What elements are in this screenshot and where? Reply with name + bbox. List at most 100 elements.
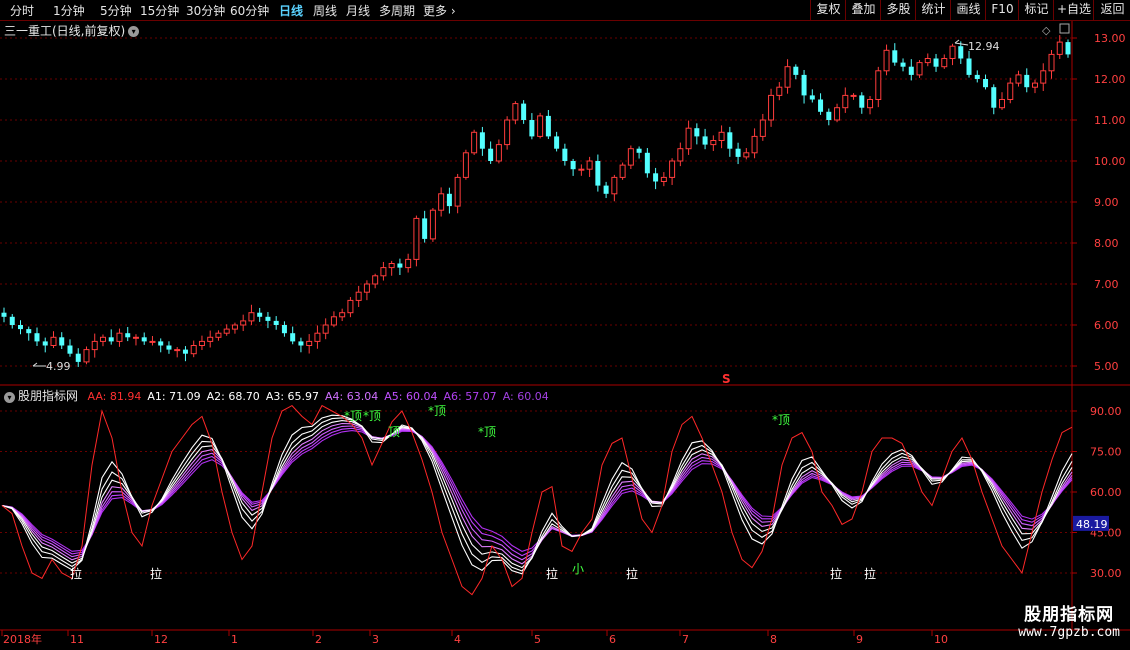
candle: [223, 324, 230, 336]
candle: [273, 316, 279, 330]
s-marker: S: [722, 372, 731, 386]
stock-title[interactable]: 三一重工(日线,前复权) ▾: [4, 22, 140, 39]
candle: [42, 337, 48, 353]
candle: [545, 110, 551, 139]
candle: [265, 312, 271, 329]
candle: [488, 141, 494, 164]
candle: [83, 346, 90, 365]
price-tick-label: 13.00: [1094, 32, 1126, 45]
candle: [207, 330, 214, 348]
candle: [784, 59, 791, 94]
candle: [91, 333, 98, 358]
indicator-tick-label: 90.00: [1090, 405, 1122, 418]
toolbar-button-2[interactable]: 多股: [880, 0, 916, 20]
toolbar-button-8[interactable]: 返回: [1093, 0, 1130, 20]
indicator-tick-label: 45.00: [1090, 527, 1122, 540]
period-tab-9[interactable]: 多周期: [379, 4, 416, 18]
indicator-grid: [0, 410, 1072, 574]
candle: [116, 328, 123, 347]
period-tab-6[interactable]: 日线: [279, 4, 304, 18]
period-tab-4[interactable]: 30分钟: [186, 4, 226, 18]
period-tab-7[interactable]: 周线: [313, 4, 338, 18]
signal-top-label: *顶: [478, 425, 496, 439]
chevron-down-icon[interactable]: ▾: [128, 26, 140, 37]
candle: [537, 112, 544, 139]
candle: [636, 146, 642, 159]
signal-top-label: *顶: [344, 409, 362, 423]
candle: [512, 101, 519, 125]
signal-top-label: 小: [572, 562, 584, 576]
candle: [677, 142, 684, 167]
candle: [710, 135, 717, 151]
candle: [1024, 68, 1030, 93]
current-value-label: 48.19: [1076, 518, 1108, 531]
toolbar-button-0[interactable]: 复权: [810, 0, 846, 20]
date-tick-label: 6: [609, 633, 616, 646]
candle: [1, 307, 7, 323]
toolbar-button-1[interactable]: 叠加: [845, 0, 881, 20]
indicator-tick-label: 30.00: [1090, 567, 1122, 580]
candle: [125, 327, 131, 342]
period-tab-1[interactable]: 1分钟: [53, 4, 85, 18]
candle: [521, 100, 527, 124]
candle: [702, 128, 708, 150]
indicator-line-3: [1, 420, 1073, 569]
candle: [611, 174, 618, 202]
candle: [1065, 39, 1071, 58]
candle: [479, 126, 485, 156]
candle: [248, 304, 255, 325]
toolbar-button-4[interactable]: 画线: [950, 0, 986, 20]
candle: [330, 311, 337, 328]
candle: [685, 120, 692, 155]
candle: [619, 162, 626, 180]
candle: [298, 337, 304, 353]
price-axis: 13.00 12.00 11.00 10.00 9.00 8.00 7.00 6.00 5.00: [1072, 32, 1126, 373]
candle: [759, 113, 766, 141]
candle: [1032, 79, 1039, 94]
candle: [26, 326, 32, 341]
signal-pull-label: 拉: [546, 566, 558, 581]
candle: [660, 172, 667, 187]
candle: [570, 158, 576, 176]
candle: [149, 335, 156, 346]
signal-pull-label: 拉: [626, 566, 638, 581]
candle: [644, 148, 650, 178]
candle: [801, 69, 807, 104]
indicator-legend: ▾ 股朋指标网 AA: 81.94 A1: 71.09 A2: 68.70 A3: 65…: [4, 387, 561, 404]
candle: [347, 297, 354, 318]
candle: [916, 60, 923, 78]
candle: [454, 173, 461, 214]
toolbar-button-7[interactable]: +自选: [1053, 0, 1094, 20]
toolbar-button-3[interactable]: 统计: [915, 0, 951, 20]
diamond-icon[interactable]: ◇: [1042, 24, 1051, 37]
indicator-legend-item: A1: 71.09: [147, 390, 201, 403]
period-tab-8[interactable]: 月线: [346, 4, 371, 18]
period-tab-3[interactable]: 15分钟: [140, 4, 180, 18]
period-tab-0[interactable]: 分时: [10, 4, 35, 18]
candle: [834, 103, 841, 123]
period-tab-2[interactable]: 5分钟: [100, 4, 132, 18]
date-tick-label: 1: [231, 633, 238, 646]
toolbar-button-5[interactable]: F10: [985, 0, 1019, 20]
price-tick-label: 6.00: [1094, 319, 1119, 332]
maximize-icon[interactable]: [1059, 23, 1070, 34]
signal-pull-label: 拉: [70, 566, 82, 581]
watermark-title: 股朋指标网: [1024, 605, 1115, 625]
period-tab-10[interactable]: 更多 ›: [423, 4, 456, 18]
indicator-axis: 90.00 75.00 60.00 45.00 30.00 48.19: [1072, 405, 1122, 580]
toolbar-button-6[interactable]: 标记: [1018, 0, 1054, 20]
candle: [1056, 35, 1063, 59]
candle: [281, 321, 287, 337]
period-tab-5[interactable]: 60分钟: [230, 4, 270, 18]
chevron-down-icon[interactable]: ▾: [4, 391, 15, 403]
price-tick-label: 9.00: [1094, 196, 1119, 209]
low-price-marker: 4.99: [32, 360, 71, 373]
candle: [446, 187, 452, 214]
candle: [958, 41, 964, 64]
candle: [974, 70, 980, 83]
candle: [174, 347, 181, 358]
candle: [727, 126, 733, 157]
candle: [933, 53, 939, 72]
date-tick-label: 5: [534, 633, 541, 646]
